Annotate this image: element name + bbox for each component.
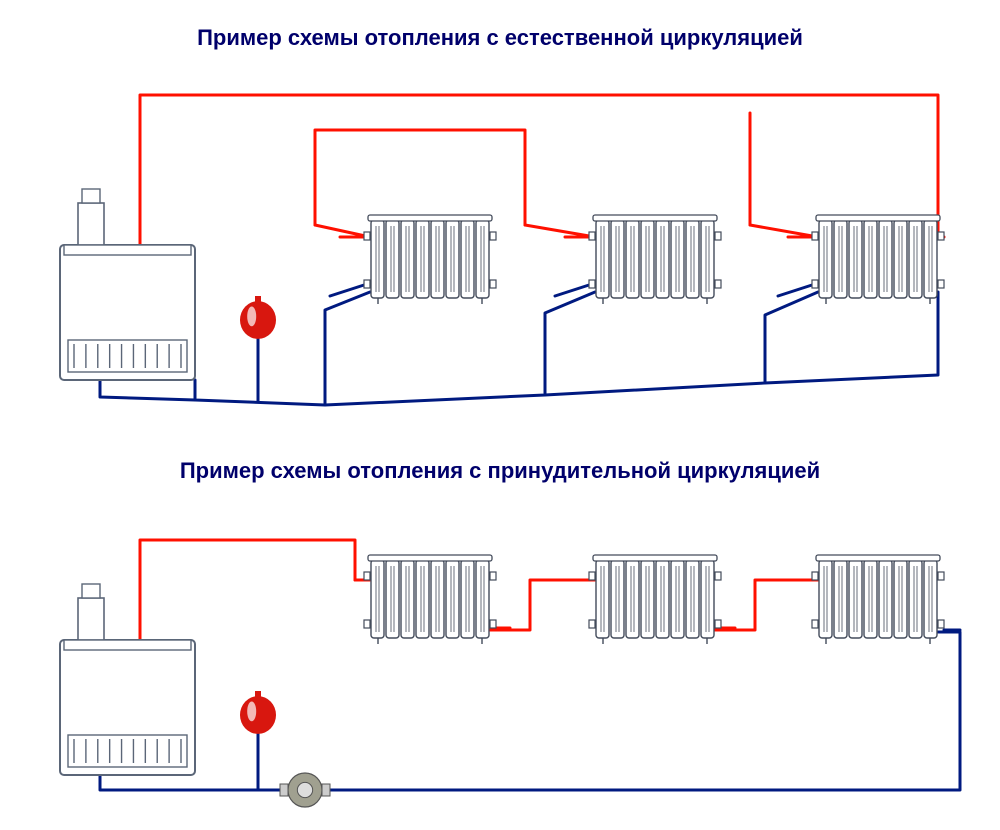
radiator-natural-1 bbox=[589, 215, 721, 304]
radiator-forced-2 bbox=[812, 555, 944, 644]
radiator-forced-0 bbox=[364, 555, 496, 644]
circulation-pump bbox=[280, 773, 330, 807]
expansion-tank-natural bbox=[240, 296, 276, 339]
radiator-natural-0 bbox=[364, 215, 496, 304]
boiler-forced bbox=[60, 584, 195, 775]
radiator-natural-2 bbox=[812, 215, 944, 304]
page: Пример схемы отопления с естественной ци… bbox=[0, 0, 1000, 830]
radiator-forced-1 bbox=[589, 555, 721, 644]
boiler-natural bbox=[60, 189, 195, 380]
diagram-canvas bbox=[0, 0, 1000, 830]
expansion-tank-forced bbox=[240, 691, 276, 734]
